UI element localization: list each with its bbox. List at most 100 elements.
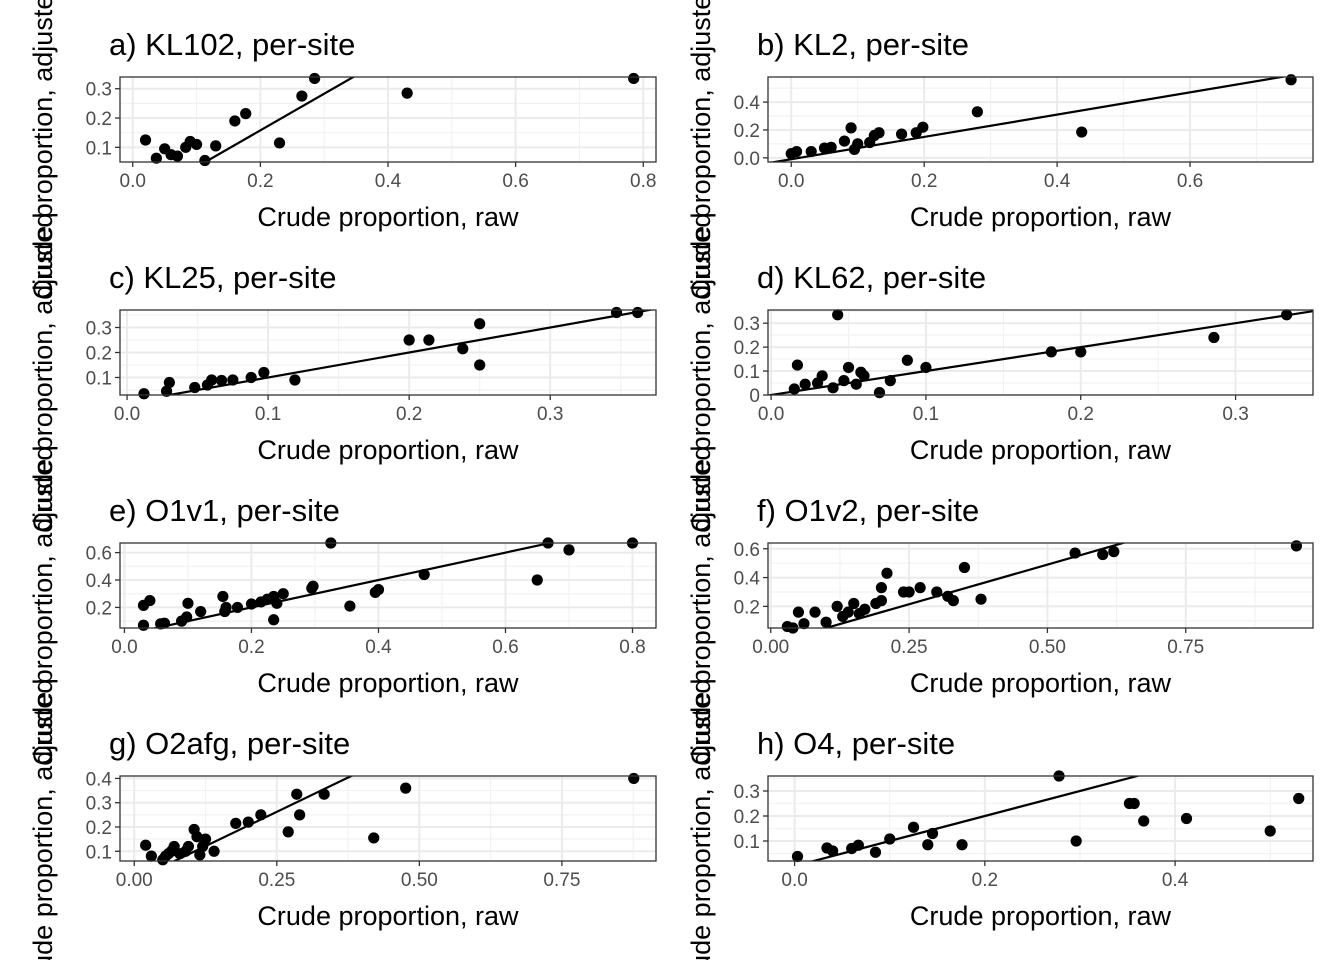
data-point — [457, 343, 469, 355]
data-point — [628, 72, 640, 85]
grid — [120, 543, 656, 628]
data-point — [947, 595, 959, 607]
y-tick-label: 0.2 — [86, 109, 112, 130]
x-tick-label: 0.75 — [543, 870, 580, 891]
data-point — [195, 605, 207, 618]
data-point — [138, 388, 150, 400]
x-tick-label: 0.0 — [778, 171, 804, 192]
x-axis-label: Crude proportion, raw — [257, 202, 519, 232]
x-tick-label: 0.8 — [630, 171, 656, 192]
data-point — [931, 586, 943, 598]
data-point — [610, 306, 623, 319]
data-point — [1285, 74, 1297, 86]
data-point — [194, 849, 206, 861]
data-point — [875, 582, 888, 594]
x-tick-label: 0.6 — [502, 171, 528, 192]
data-point — [920, 361, 932, 374]
data-point — [971, 106, 983, 118]
y-tick-label: 0.0 — [734, 149, 760, 170]
y-tick-label: 0.2 — [734, 807, 760, 828]
data-point — [217, 590, 229, 603]
data-point — [163, 376, 175, 389]
panel-1: Crude proportion, adjusted 0.0 0.2 0.4 0.6 0.… — [28, 0, 657, 299]
data-point — [190, 138, 203, 151]
x-tick-label: 0.4 — [375, 171, 402, 192]
y-tick-label: 0.3 — [734, 782, 760, 803]
y-tick-label: 0.4 — [734, 569, 761, 590]
x-axis-label: Crude proportion, raw — [257, 435, 519, 465]
data-point — [403, 334, 415, 346]
data-point — [1070, 835, 1082, 847]
x-tick-label: 0.2 — [247, 171, 273, 192]
data-point — [1290, 540, 1303, 552]
x-tick-label: 0.4 — [1044, 171, 1071, 192]
y-tick-label: 0.4 — [86, 571, 113, 592]
data-point — [809, 606, 821, 618]
y-tick-label: 0.4 — [86, 769, 113, 790]
panel-5: Crude proportion, adjusted 0.0 0.2 0.4 0.6 0.… — [28, 446, 657, 765]
data-point — [372, 584, 385, 596]
points — [138, 306, 644, 400]
data-point — [245, 371, 257, 384]
panel-title: f) O1v2, per-site — [757, 493, 979, 528]
panel-title: d) KL62, per-site — [757, 260, 986, 295]
data-point — [975, 593, 987, 605]
data-point — [401, 87, 413, 99]
x-tick-label: 0.3 — [537, 404, 563, 425]
y-tick-label: 0.6 — [86, 544, 112, 565]
data-point — [294, 809, 306, 821]
data-point — [220, 601, 232, 614]
x-tick-label: 0.2 — [911, 171, 937, 192]
data-point — [845, 122, 857, 134]
data-point — [1076, 126, 1088, 138]
data-point — [199, 833, 212, 845]
data-point — [1264, 825, 1276, 837]
data-point — [531, 574, 543, 586]
data-point — [1069, 547, 1081, 559]
data-point — [858, 370, 870, 382]
data-point — [240, 108, 252, 120]
data-point — [790, 145, 803, 158]
x-tick-label: 0.4 — [1162, 870, 1189, 891]
y-tick-label: 0.1 — [86, 842, 112, 863]
data-point — [210, 140, 222, 152]
x-axis-label: Crude proportion, raw — [257, 668, 519, 698]
data-point — [171, 150, 184, 162]
x-tick-label: 0.0 — [111, 637, 137, 658]
x-axis-label: Crude proportion, raw — [910, 435, 1172, 465]
x-tick-label: 0.0 — [758, 404, 784, 425]
data-point — [227, 374, 239, 386]
x-tick-label: 0.6 — [1177, 171, 1203, 192]
data-point — [182, 840, 195, 853]
data-point — [1180, 812, 1193, 825]
panel-title: a) KL102, per-site — [109, 27, 355, 62]
data-point — [309, 72, 321, 85]
y-tick-label: 0.2 — [86, 818, 112, 839]
data-point — [907, 821, 920, 833]
points — [137, 537, 639, 631]
data-point — [191, 831, 203, 843]
y-tick-label: 0.4 — [734, 93, 761, 114]
panel-2: Crude proportion, adjusted 0.0 0.2 0.4 0.6 0.… — [686, 0, 1314, 299]
data-point — [1097, 548, 1109, 561]
y-axis-label: Crude proportion, adjusted — [28, 213, 58, 533]
data-point — [215, 374, 228, 387]
data-point — [368, 832, 380, 844]
data-point — [798, 618, 810, 630]
data-point — [140, 839, 152, 851]
data-point — [258, 366, 270, 379]
data-point — [875, 595, 888, 607]
data-point — [277, 588, 289, 600]
data-point — [144, 594, 156, 607]
x-tick-label: 0.50 — [1029, 637, 1066, 658]
fit-line — [172, 776, 354, 861]
panel-title: h) O4, per-site — [757, 726, 955, 761]
data-point — [1281, 309, 1293, 321]
grid — [768, 543, 1313, 628]
x-tick-label: 0.2 — [972, 870, 998, 891]
x-tick-label: 0.0 — [781, 870, 807, 891]
data-point — [838, 135, 851, 147]
data-point — [956, 839, 968, 851]
data-point — [788, 383, 800, 395]
